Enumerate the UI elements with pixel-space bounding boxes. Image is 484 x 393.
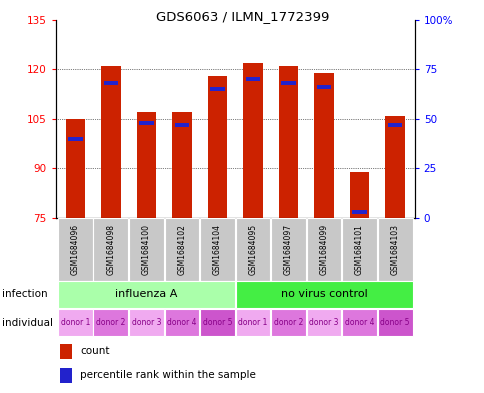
Text: GSM1684100: GSM1684100	[142, 224, 151, 275]
Text: individual: individual	[2, 318, 53, 328]
Bar	[103, 81, 118, 85]
Text: percentile rank within the sample: percentile rank within the sample	[80, 370, 256, 380]
Bar	[235, 281, 412, 308]
Bar	[60, 368, 72, 383]
Text: no virus control: no virus control	[280, 289, 367, 299]
Text: count: count	[80, 346, 109, 356]
Bar	[271, 309, 305, 336]
Bar	[316, 85, 331, 89]
Text: GSM1684098: GSM1684098	[106, 224, 115, 275]
Text: donor 2: donor 2	[273, 318, 302, 327]
Text: donor 2: donor 2	[96, 318, 125, 327]
Bar	[174, 123, 189, 127]
Text: donor 5: donor 5	[202, 318, 232, 327]
Bar	[349, 172, 369, 218]
Bar	[164, 218, 199, 281]
Bar	[342, 218, 376, 281]
Text: donor 1: donor 1	[60, 318, 90, 327]
Bar	[342, 309, 376, 336]
Text: donor 4: donor 4	[344, 318, 374, 327]
Text: donor 3: donor 3	[131, 318, 161, 327]
Text: GSM1684097: GSM1684097	[284, 224, 292, 275]
Bar	[172, 112, 191, 218]
Text: infection: infection	[2, 289, 48, 299]
Bar	[68, 136, 82, 141]
Bar	[199, 218, 234, 281]
Bar	[306, 309, 341, 336]
Bar	[351, 210, 366, 214]
Bar	[58, 281, 234, 308]
Bar	[278, 66, 298, 218]
Text: GSM1684104: GSM1684104	[212, 224, 222, 275]
Bar	[245, 77, 260, 81]
Bar	[60, 344, 72, 359]
Bar	[235, 218, 270, 281]
Bar	[129, 218, 164, 281]
Text: donor 4: donor 4	[167, 318, 197, 327]
Bar	[139, 121, 153, 125]
Text: GSM1684101: GSM1684101	[354, 224, 363, 275]
Bar	[93, 218, 128, 281]
Text: donor 1: donor 1	[238, 318, 267, 327]
Bar	[58, 218, 92, 281]
Bar	[93, 309, 128, 336]
Bar	[129, 309, 164, 336]
Text: donor 3: donor 3	[309, 318, 338, 327]
Bar	[235, 309, 270, 336]
Bar	[281, 81, 295, 85]
Bar	[207, 76, 227, 218]
Bar	[306, 218, 341, 281]
Text: GSM1684102: GSM1684102	[177, 224, 186, 275]
Bar	[136, 112, 156, 218]
Bar	[314, 73, 333, 218]
Bar	[387, 123, 402, 127]
Text: GSM1684095: GSM1684095	[248, 224, 257, 275]
Bar	[377, 309, 412, 336]
Text: GSM1684099: GSM1684099	[319, 224, 328, 275]
Bar	[65, 119, 85, 218]
Text: GDS6063 / ILMN_1772399: GDS6063 / ILMN_1772399	[155, 10, 329, 23]
Bar	[377, 218, 412, 281]
Bar	[101, 66, 121, 218]
Bar	[199, 309, 234, 336]
Text: donor 5: donor 5	[379, 318, 409, 327]
Bar	[210, 87, 224, 91]
Bar	[271, 218, 305, 281]
Text: influenza A: influenza A	[115, 289, 177, 299]
Text: GSM1684103: GSM1684103	[390, 224, 399, 275]
Bar	[58, 309, 92, 336]
Bar	[164, 309, 199, 336]
Text: GSM1684096: GSM1684096	[71, 224, 80, 275]
Bar	[385, 116, 404, 218]
Bar	[242, 62, 262, 218]
